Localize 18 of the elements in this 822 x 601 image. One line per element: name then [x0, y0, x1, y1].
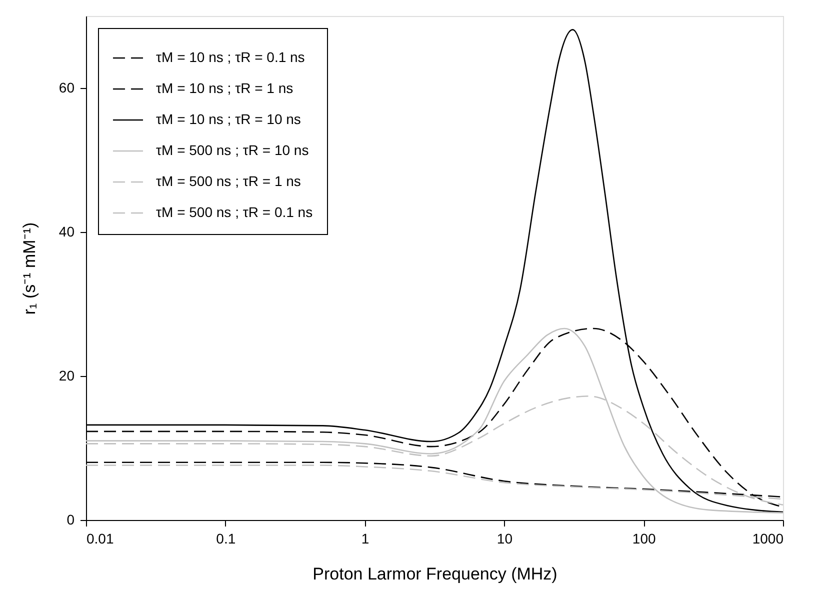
x-tick-label: 100: [632, 530, 656, 546]
x-tick-label: 1: [361, 530, 370, 546]
legend-label: τM = 500 ns ; τR = 0.1 ns: [156, 204, 313, 220]
y-tick-label: 40: [58, 224, 75, 240]
x-tick-label: 0.1: [216, 530, 236, 546]
legend-label: τM = 500 ns ; τR = 1 ns: [156, 173, 301, 189]
legend-label: τM = 10 ns ; τR = 1 ns: [156, 80, 294, 96]
y-tick-label: 0: [66, 512, 75, 528]
x-tick-label: 1000: [752, 530, 784, 546]
y-tick-label: 60: [58, 80, 75, 96]
x-tick-label: 0.01: [86, 530, 114, 546]
legend-label: τM = 500 ns ; τR = 10 ns: [156, 142, 309, 158]
y-axis-title: r₁ (s⁻¹ mM⁻¹): [20, 222, 39, 315]
x-tick-label: 10: [496, 530, 513, 546]
x-axis-title: Proton Larmor Frequency (MHz): [312, 564, 558, 584]
legend-label: τM = 10 ns ; τR = 0.1 ns: [156, 49, 305, 65]
legend-label: τM = 10 ns ; τR = 10 ns: [156, 111, 301, 127]
y-tick-label: 20: [58, 368, 75, 384]
